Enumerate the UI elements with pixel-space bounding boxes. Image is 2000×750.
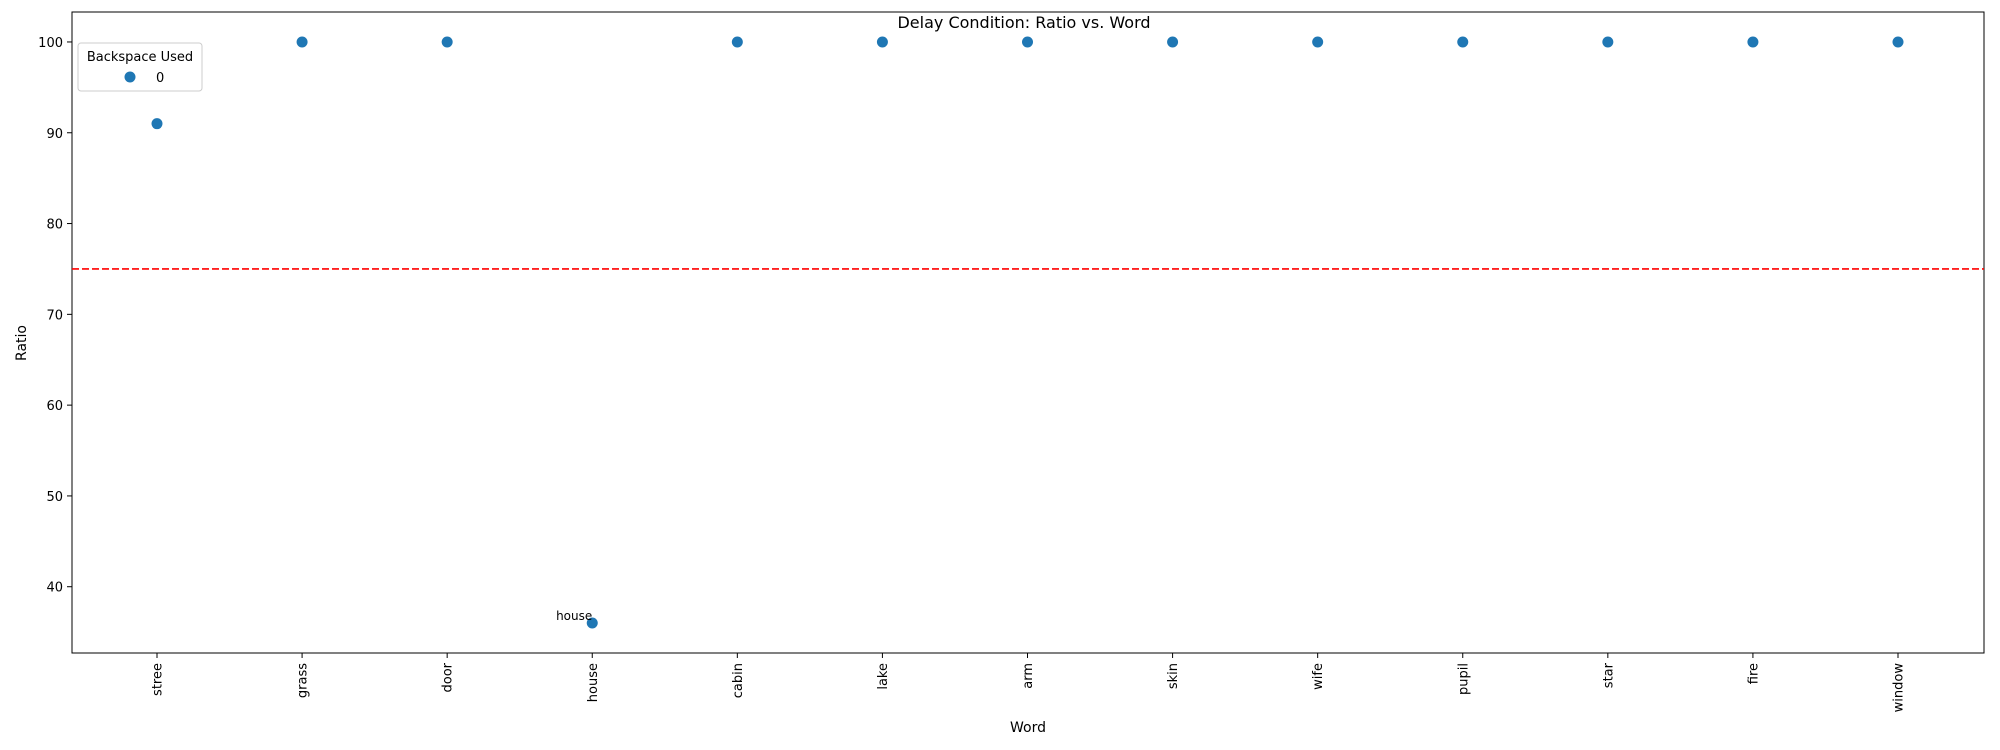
- data-point: [151, 118, 163, 130]
- x-tick-label: arm: [1021, 663, 1036, 689]
- point-annotations: house: [556, 609, 592, 623]
- data-point: [296, 36, 308, 48]
- data-point: [441, 36, 453, 48]
- x-tick-label: skin: [1166, 663, 1181, 689]
- y-axis-label: Ratio: [14, 325, 30, 361]
- y-tick-label: 80: [46, 218, 63, 233]
- x-tick-label: cabin: [731, 663, 746, 698]
- legend-title: Backspace Used: [87, 50, 193, 65]
- x-tick-label: pupil: [1456, 663, 1471, 695]
- x-tick-label: door: [441, 662, 456, 692]
- x-tick-label: wife: [1311, 663, 1326, 690]
- x-tick-label: stree: [151, 663, 166, 696]
- data-point: [1022, 36, 1033, 48]
- y-tick-label: 100: [38, 36, 63, 51]
- y-tick-label: 60: [46, 399, 63, 414]
- legend: Backspace Used 0: [77, 42, 203, 92]
- y-tick-label: 90: [46, 127, 63, 142]
- legend-entry-label: 0: [156, 71, 164, 86]
- data-point: [1747, 36, 1759, 48]
- x-tick-label: star: [1601, 662, 1616, 688]
- data-points: [151, 36, 1904, 629]
- data-point: [586, 617, 598, 629]
- legend-box: [77, 42, 203, 92]
- x-tick-label: lake: [876, 663, 891, 690]
- plot-area: 40 50 60 70 80 90 100 stree grass door house cabin…: [38, 11, 1985, 712]
- data-point: [731, 36, 743, 48]
- data-point: [1602, 36, 1614, 48]
- data-point: [1167, 36, 1179, 48]
- x-tick-label: fire: [1746, 663, 1761, 684]
- x-tick-label: window: [1892, 663, 1907, 713]
- y-tick-label: 50: [46, 490, 63, 505]
- data-point: [1892, 36, 1904, 48]
- data-point: [1312, 36, 1324, 48]
- y-axis: 40 50 60 70 80 90 100: [38, 36, 72, 596]
- y-tick-label: 70: [46, 308, 63, 323]
- data-point: [1457, 36, 1469, 48]
- point-annotation: house: [556, 609, 592, 623]
- chart-title: Delay Condition: Ratio vs. Word: [897, 13, 1150, 32]
- x-axis-label: Word: [1010, 720, 1046, 736]
- x-axis: stree grass door house cabin lake arm skin wife p…: [151, 653, 1907, 712]
- y-tick-label: 40: [46, 581, 63, 596]
- x-tick-label: grass: [296, 663, 311, 698]
- data-point: [876, 36, 888, 48]
- legend-marker: [124, 71, 136, 83]
- x-tick-label: house: [586, 663, 601, 702]
